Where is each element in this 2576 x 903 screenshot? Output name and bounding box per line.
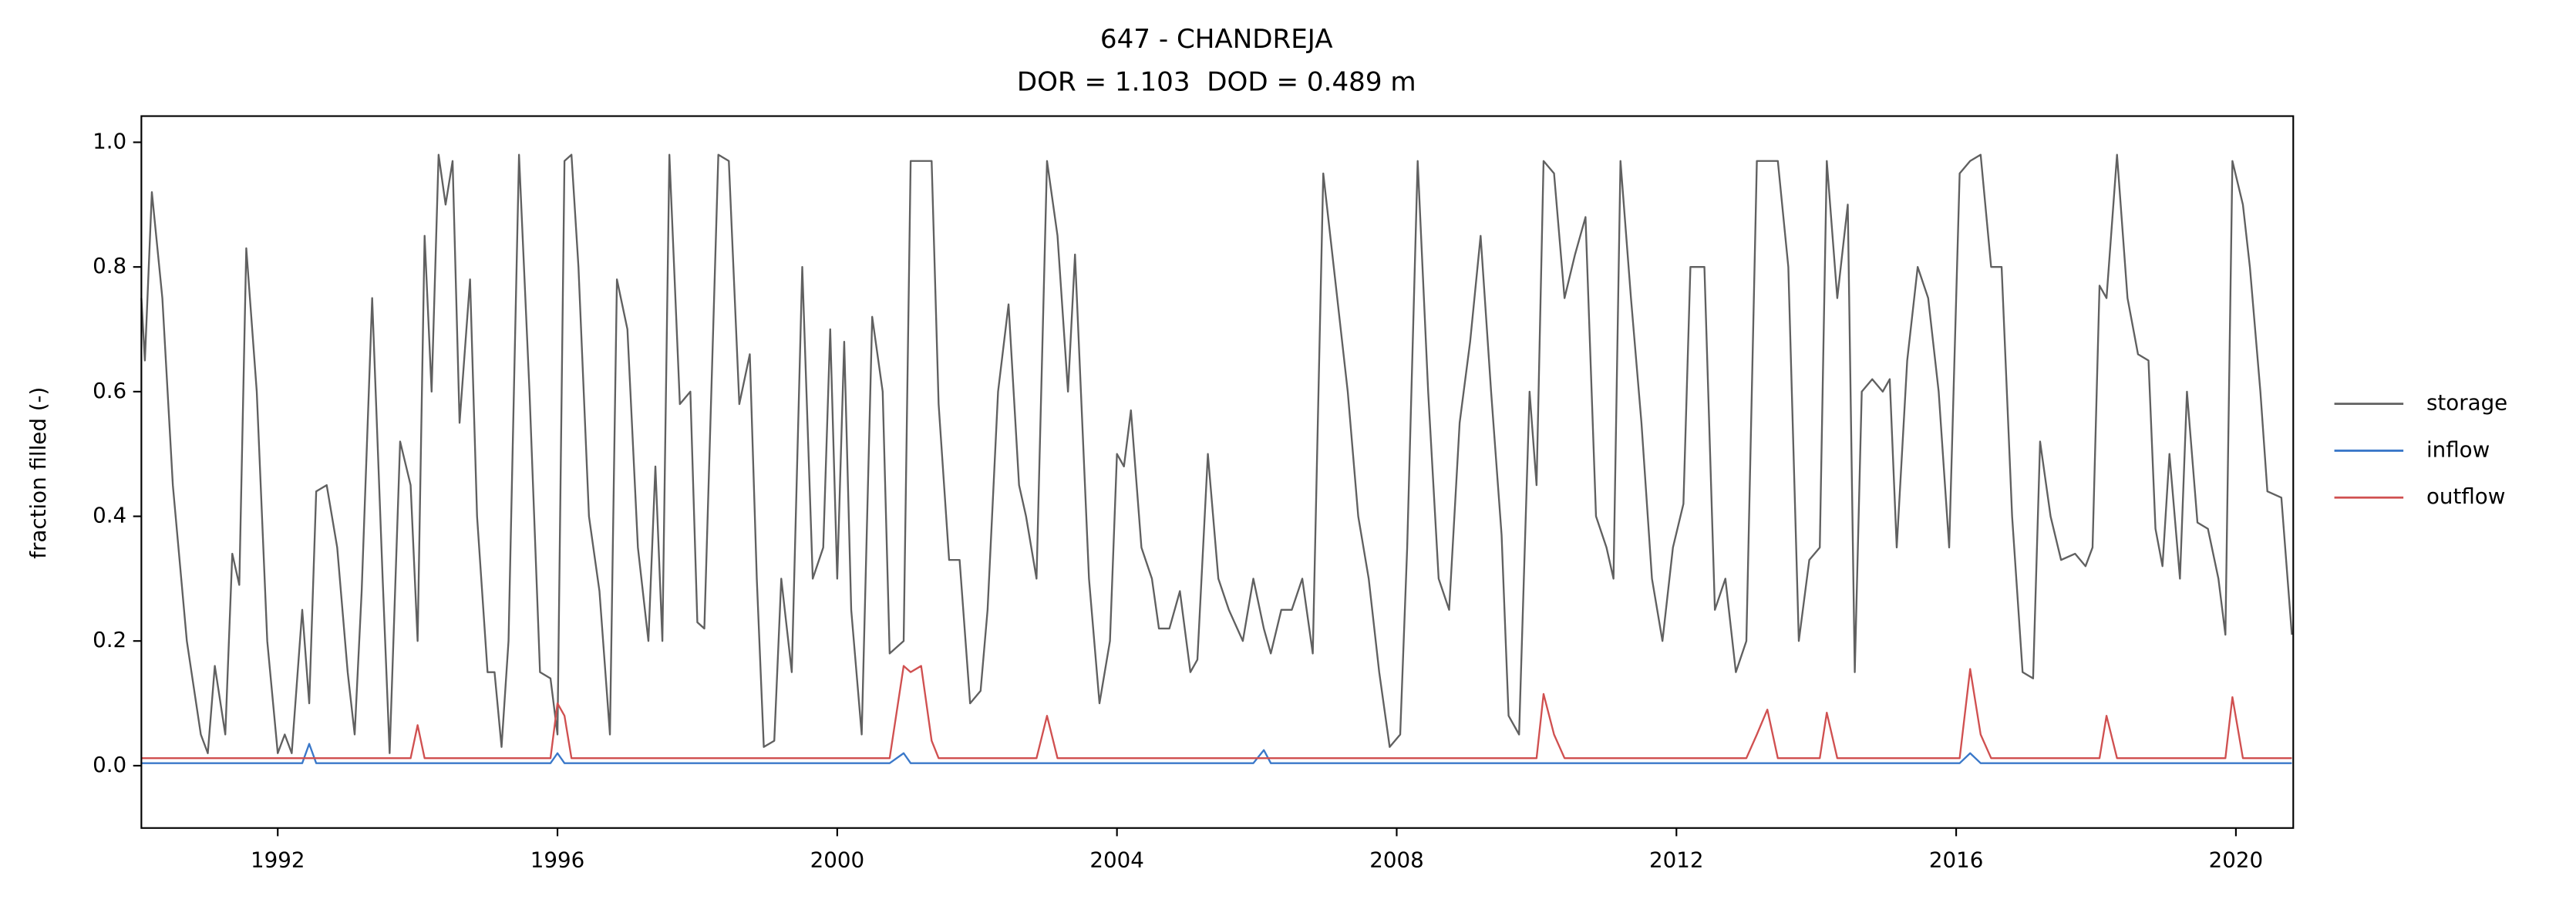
x-tick-label: 1992 [251, 847, 305, 872]
series-line [141, 665, 2292, 760]
series-line [140, 153, 2293, 754]
legend-label: outflow [2426, 484, 2505, 509]
plot-frame [140, 115, 2295, 829]
x-tick-label: 2016 [1929, 847, 1984, 872]
legend-label: storage [2426, 390, 2507, 416]
x-tick-label: 2008 [1369, 847, 1424, 872]
series-line [141, 743, 2292, 764]
y-tick-label: 1.0 [93, 129, 126, 154]
y-tick-label: 0.2 [93, 627, 126, 652]
x-tick-label: 2020 [2209, 847, 2264, 872]
chart-title: 647 - CHANDREJA [1100, 24, 1333, 55]
y-axis-label: fraction filled (-) [25, 387, 51, 559]
x-tick-label: 2012 [1649, 847, 1704, 872]
x-tick-label: 2000 [810, 847, 865, 872]
x-tick-label: 2004 [1089, 847, 1144, 872]
y-tick-label: 0.0 [93, 752, 126, 777]
chart-subtitle: DOR = 1.103 DOD = 0.489 m [1017, 66, 1416, 97]
y-tick-label: 0.4 [93, 503, 126, 528]
x-tick-label: 1996 [530, 847, 585, 872]
y-tick-label: 0.8 [93, 253, 126, 278]
legend-label: inflow [2426, 436, 2490, 462]
y-tick-label: 0.6 [93, 378, 126, 403]
